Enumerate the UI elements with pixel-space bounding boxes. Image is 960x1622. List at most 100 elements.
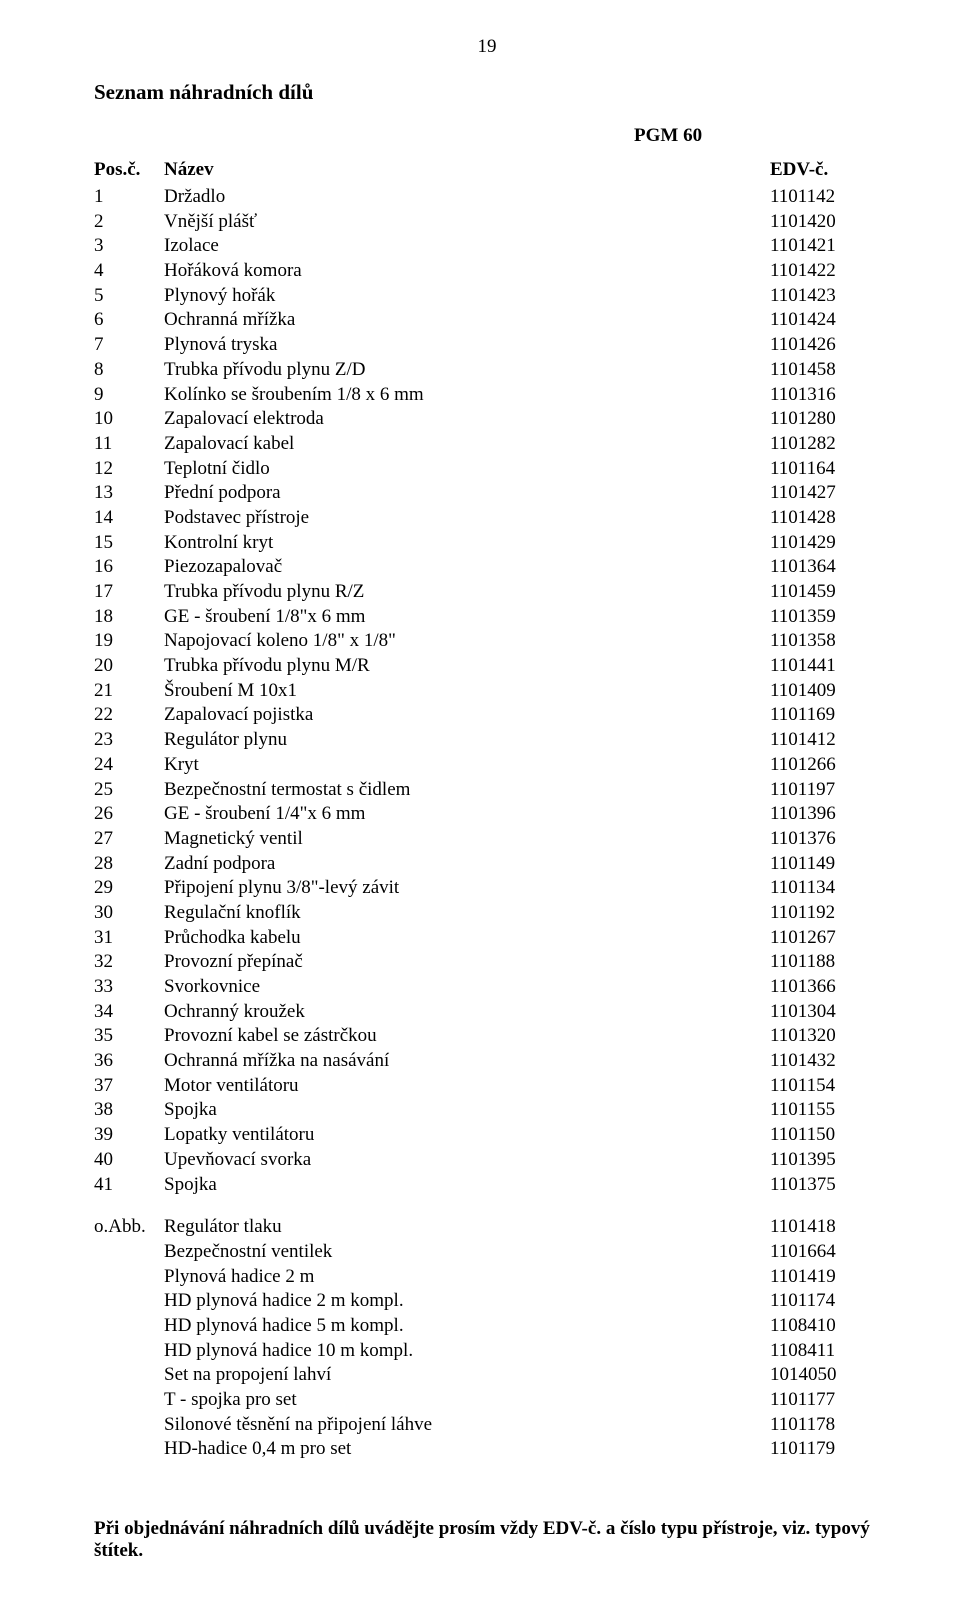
part-name: Teplotní čidlo — [164, 457, 770, 482]
table-row: 38Spojka1101155 — [94, 1098, 880, 1123]
table-row: HD plynová hadice 5 m kompl.1108410 — [94, 1314, 880, 1339]
part-code: 1101192 — [770, 901, 880, 926]
part-name: Magnetický ventil — [164, 827, 770, 852]
table-row: 17Trubka přívodu plynu R/Z1101459 — [94, 580, 880, 605]
code-header-top: PGM 60 — [634, 125, 880, 147]
table-row: 10Zapalovací elektroda1101280 — [94, 407, 880, 432]
part-name: GE - šroubení 1/8"x 6 mm — [164, 605, 770, 630]
table-row: Silonové těsnění na připojení láhve11011… — [94, 1413, 880, 1438]
part-pos: 21 — [94, 679, 164, 704]
part-name: Kryt — [164, 753, 770, 778]
table-row: 33Svorkovnice1101366 — [94, 975, 880, 1000]
part-code: 1101280 — [770, 407, 880, 432]
part-name: Provozní přepínač — [164, 950, 770, 975]
part-pos: 10 — [94, 407, 164, 432]
part-code: 1101396 — [770, 802, 880, 827]
part-pos: 37 — [94, 1074, 164, 1099]
part-name: Provozní kabel se zástrčkou — [164, 1024, 770, 1049]
part-pos: 22 — [94, 703, 164, 728]
header-code: EDV-č. — [770, 159, 880, 181]
part-pos: 8 — [94, 358, 164, 383]
part-code: 1101432 — [770, 1049, 880, 1074]
table-row: 7Plynová tryska1101426 — [94, 333, 880, 358]
part-pos: 23 — [94, 728, 164, 753]
part-code: 1101266 — [770, 753, 880, 778]
extra-name: HD plynová hadice 2 m kompl. — [164, 1289, 770, 1314]
part-code: 1101427 — [770, 481, 880, 506]
extra-name: HD plynová hadice 10 m kompl. — [164, 1339, 770, 1364]
extra-code: 1101174 — [770, 1289, 880, 1314]
part-code: 1101366 — [770, 975, 880, 1000]
table-row: 22Zapalovací pojistka1101169 — [94, 703, 880, 728]
part-pos: 30 — [94, 901, 164, 926]
part-code: 1101426 — [770, 333, 880, 358]
part-pos: 16 — [94, 555, 164, 580]
extra-code: 1101178 — [770, 1413, 880, 1438]
table-row: HD-hadice 0,4 m pro set1101179 — [94, 1437, 880, 1462]
part-code: 1101376 — [770, 827, 880, 852]
extra-name: Plynová hadice 2 m — [164, 1265, 770, 1290]
part-name: Zapalovací pojistka — [164, 703, 770, 728]
part-name: Zapalovací kabel — [164, 432, 770, 457]
part-code: 1101429 — [770, 531, 880, 556]
part-code: 1101149 — [770, 852, 880, 877]
extra-code: 1108410 — [770, 1314, 880, 1339]
table-row: 32Provozní přepínač1101188 — [94, 950, 880, 975]
part-code: 1101142 — [770, 185, 880, 210]
part-code: 1101134 — [770, 876, 880, 901]
part-name: Přední podpora — [164, 481, 770, 506]
extras-label — [94, 1413, 164, 1438]
table-row: 24Kryt1101266 — [94, 753, 880, 778]
part-pos: 6 — [94, 308, 164, 333]
part-name: Plynová tryska — [164, 333, 770, 358]
part-name: Svorkovnice — [164, 975, 770, 1000]
part-name: Upevňovací svorka — [164, 1148, 770, 1173]
extras-list: o.Abb.Regulátor tlaku1101418Bezpečnostní… — [94, 1215, 880, 1462]
part-pos: 3 — [94, 234, 164, 259]
part-code: 1101395 — [770, 1148, 880, 1173]
part-pos: 28 — [94, 852, 164, 877]
table-row: 34Ochranný kroužek1101304 — [94, 1000, 880, 1025]
extra-name: T - spojka pro set — [164, 1388, 770, 1413]
extra-name: HD plynová hadice 5 m kompl. — [164, 1314, 770, 1339]
part-code: 1101267 — [770, 926, 880, 951]
table-row: 35Provozní kabel se zástrčkou1101320 — [94, 1024, 880, 1049]
table-row: 13Přední podpora1101427 — [94, 481, 880, 506]
part-code: 1101188 — [770, 950, 880, 975]
table-row: 1Držadlo1101142 — [94, 185, 880, 210]
part-name: Izolace — [164, 234, 770, 259]
table-row: 21Šroubení M 10x11101409 — [94, 679, 880, 704]
page-title: Seznam náhradních dílů — [94, 80, 880, 105]
part-pos: 40 — [94, 1148, 164, 1173]
part-pos: 33 — [94, 975, 164, 1000]
parts-list: 1Držadlo11011422Vnější plášť11014203Izol… — [94, 185, 880, 1197]
extras-label — [94, 1339, 164, 1364]
table-row: 15Kontrolní kryt1101429 — [94, 531, 880, 556]
part-name: GE - šroubení 1/4"x 6 mm — [164, 802, 770, 827]
part-name: Připojení plynu 3/8"-levý závit — [164, 876, 770, 901]
part-name: Držadlo — [164, 185, 770, 210]
table-row: 40Upevňovací svorka1101395 — [94, 1148, 880, 1173]
part-name: Šroubení M 10x1 — [164, 679, 770, 704]
part-pos: 29 — [94, 876, 164, 901]
part-code: 1101359 — [770, 605, 880, 630]
extra-code: 1101419 — [770, 1265, 880, 1290]
table-row: 12Teplotní čidlo1101164 — [94, 457, 880, 482]
extra-name: Set na propojení lahví — [164, 1363, 770, 1388]
extras-label — [94, 1437, 164, 1462]
part-pos: 20 — [94, 654, 164, 679]
table-row: 29Připojení plynu 3/8"-levý závit1101134 — [94, 876, 880, 901]
part-name: Ochranná mřížka na nasávání — [164, 1049, 770, 1074]
extra-code: 1101418 — [770, 1215, 880, 1240]
extra-code: 1101179 — [770, 1437, 880, 1462]
table-row: 9Kolínko se šroubením 1/8 x 6 mm1101316 — [94, 383, 880, 408]
table-row: HD plynová hadice 2 m kompl.1101174 — [94, 1289, 880, 1314]
part-name: Spojka — [164, 1098, 770, 1123]
part-name: Průchodka kabelu — [164, 926, 770, 951]
table-row: 30Regulační knoflík1101192 — [94, 901, 880, 926]
part-name: Spojka — [164, 1173, 770, 1198]
part-pos: 1 — [94, 185, 164, 210]
part-name: Regulační knoflík — [164, 901, 770, 926]
part-name: Napojovací koleno 1/8" x 1/8" — [164, 629, 770, 654]
part-name: Bezpečnostní termostat s čidlem — [164, 778, 770, 803]
